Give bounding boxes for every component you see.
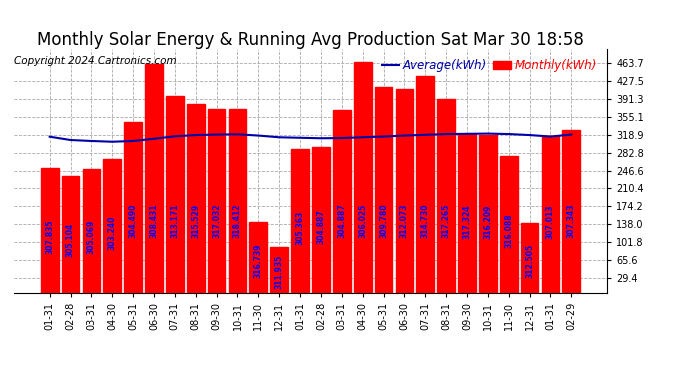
- Bar: [521, 223, 538, 292]
- Legend: Average(kWh), Monthly(kWh): Average(kWh), Monthly(kWh): [377, 55, 601, 77]
- Bar: [187, 104, 205, 292]
- Text: 305.104: 305.104: [66, 223, 75, 257]
- Text: 307.835: 307.835: [45, 219, 54, 254]
- Bar: [104, 159, 121, 292]
- Text: 314.730: 314.730: [421, 204, 430, 238]
- Text: 312.505: 312.505: [525, 244, 534, 278]
- Text: 318.412: 318.412: [233, 204, 242, 238]
- Bar: [312, 147, 330, 292]
- Text: Copyright 2024 Cartronics.com: Copyright 2024 Cartronics.com: [14, 56, 177, 66]
- Bar: [208, 109, 226, 292]
- Bar: [542, 136, 560, 292]
- Bar: [437, 99, 455, 292]
- Text: 317.265: 317.265: [442, 204, 451, 238]
- Bar: [416, 76, 434, 292]
- Text: 309.780: 309.780: [379, 204, 388, 238]
- Bar: [333, 110, 351, 292]
- Text: 312.073: 312.073: [400, 204, 409, 238]
- Text: 307.343: 307.343: [567, 204, 576, 238]
- Bar: [83, 169, 100, 292]
- Bar: [354, 62, 371, 292]
- Text: 304.490: 304.490: [128, 204, 137, 238]
- Text: 313.171: 313.171: [170, 204, 179, 238]
- Bar: [270, 247, 288, 292]
- Bar: [291, 149, 309, 292]
- Bar: [228, 109, 246, 292]
- Bar: [166, 96, 184, 292]
- Text: 305.069: 305.069: [87, 220, 96, 254]
- Bar: [41, 168, 59, 292]
- Text: 316.739: 316.739: [254, 243, 263, 278]
- Title: Monthly Solar Energy & Running Avg Production Sat Mar 30 18:58: Monthly Solar Energy & Running Avg Produ…: [37, 31, 584, 49]
- Text: 306.025: 306.025: [358, 204, 367, 238]
- Bar: [458, 134, 476, 292]
- Text: 305.363: 305.363: [295, 211, 304, 245]
- Text: 317.324: 317.324: [462, 204, 471, 238]
- Bar: [375, 87, 393, 292]
- Text: 303.240: 303.240: [108, 216, 117, 250]
- Text: 316.209: 316.209: [484, 205, 493, 239]
- Bar: [395, 89, 413, 292]
- Bar: [500, 156, 518, 292]
- Text: 308.431: 308.431: [150, 204, 159, 238]
- Text: 311.935: 311.935: [275, 255, 284, 289]
- Bar: [250, 222, 267, 292]
- Text: 304.887: 304.887: [317, 209, 326, 244]
- Text: 316.088: 316.088: [504, 214, 513, 249]
- Text: 304.887: 304.887: [337, 204, 346, 238]
- Text: 307.013: 307.013: [546, 205, 555, 239]
- Bar: [61, 176, 79, 292]
- Bar: [145, 64, 163, 292]
- Bar: [562, 130, 580, 292]
- Text: 317.032: 317.032: [212, 204, 221, 238]
- Text: 315.529: 315.529: [191, 204, 200, 238]
- Bar: [124, 122, 142, 292]
- Bar: [479, 135, 497, 292]
